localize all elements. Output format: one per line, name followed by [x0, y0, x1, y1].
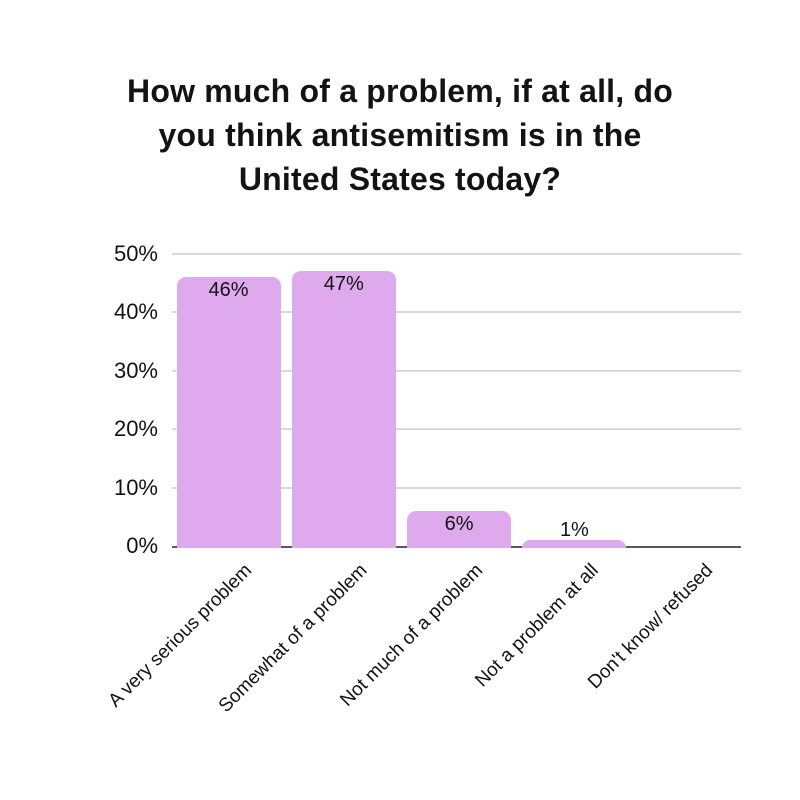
y-axis-tick-label: 20%: [113, 416, 158, 441]
bar-value-label: 47%: [323, 273, 364, 296]
x-axis-category-label-text: Not a problem at all: [470, 560, 603, 692]
bar-not-much-of-a-problem: [407, 510, 512, 548]
gridline-30%: [172, 369, 741, 372]
chart-title-line-3: United States today?: [238, 161, 562, 197]
bar-not-a-problem-at-all: [522, 540, 627, 548]
chart-title: How much of a problem, if at all, do you…: [0, 69, 800, 201]
gridline-20%: [172, 428, 741, 430]
chart-title-line-2: you think antisemitism is in the: [158, 117, 642, 153]
gridline-10%: [172, 486, 741, 489]
x-axis-category-label-text: Don't know/ refused: [584, 560, 718, 694]
gridline-40%: [172, 311, 741, 313]
bar-value-label: 46%: [208, 278, 249, 301]
y-axis-tick-label: 40%: [113, 299, 158, 324]
y-axis-tick-label: 0%: [126, 533, 158, 558]
bar-somewhat-of-a-problem: [291, 271, 396, 548]
gridline-50%: [172, 252, 741, 255]
y-axis-tick-label: 30%: [113, 357, 158, 383]
y-axis-tick-label: 10%: [113, 474, 158, 500]
bar-a-very-serious-problem: [176, 276, 281, 548]
bar-value-label: 6%: [444, 512, 474, 535]
y-axis-tick-label: 50%: [113, 240, 158, 266]
chart-title-line-1: How much of a problem, if at all, do: [127, 73, 673, 109]
bar-value-label: 1%: [559, 519, 589, 542]
